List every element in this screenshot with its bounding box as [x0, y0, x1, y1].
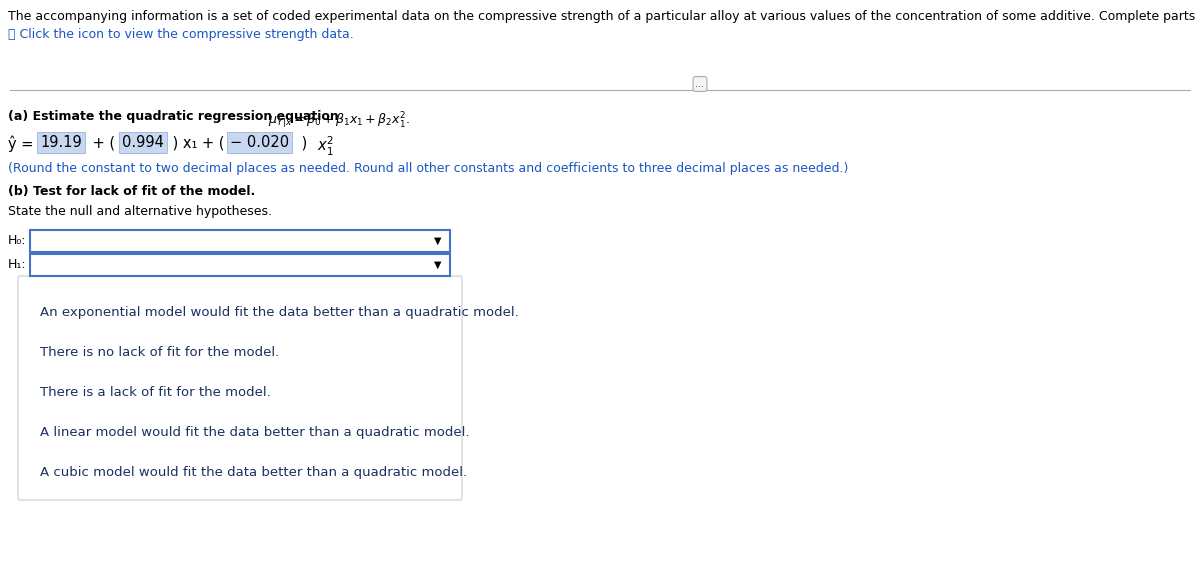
Text: ...: ... [696, 79, 704, 89]
Text: (Round the constant to two decimal places as needed. Round all other constants a: (Round the constant to two decimal place… [8, 162, 848, 175]
Text: There is a lack of fit for the model.: There is a lack of fit for the model. [40, 386, 271, 399]
Text: ): ) [298, 135, 312, 150]
Text: There is no lack of fit for the model.: There is no lack of fit for the model. [40, 346, 280, 359]
Text: − 0.020: − 0.020 [230, 135, 289, 150]
Text: State the null and alternative hypotheses.: State the null and alternative hypothese… [8, 205, 272, 218]
Text: $x_1^2$: $x_1^2$ [317, 135, 334, 158]
Text: A linear model would fit the data better than a quadratic model.: A linear model would fit the data better… [40, 426, 469, 439]
Text: The accompanying information is a set of coded experimental data on the compress: The accompanying information is a set of… [8, 10, 1200, 23]
Text: ▼: ▼ [434, 236, 442, 246]
Text: 19.19: 19.19 [40, 135, 82, 150]
Text: (a) Estimate the quadratic regression equation: (a) Estimate the quadratic regression eq… [8, 110, 338, 123]
Text: + (: + ( [88, 135, 120, 150]
Text: H₀:: H₀: [8, 234, 26, 247]
FancyBboxPatch shape [18, 276, 462, 500]
Text: $\mu_{Y|x} = \beta_0 + \beta_1 x_1 + \beta_2 x_1^2$.: $\mu_{Y|x} = \beta_0 + \beta_1 x_1 + \be… [265, 110, 410, 131]
Text: ⬛ Click the icon to view the compressive strength data.: ⬛ Click the icon to view the compressive… [8, 28, 354, 41]
Text: (b) Test for lack of fit of the model.: (b) Test for lack of fit of the model. [8, 185, 256, 198]
Text: ŷ =: ŷ = [8, 135, 38, 152]
Text: ) x₁ + (: ) x₁ + ( [168, 135, 229, 150]
Text: ▼: ▼ [434, 260, 442, 270]
FancyBboxPatch shape [30, 230, 450, 252]
FancyBboxPatch shape [30, 254, 450, 276]
Text: 0.994: 0.994 [122, 135, 164, 150]
Text: An exponential model would fit the data better than a quadratic model.: An exponential model would fit the data … [40, 306, 518, 319]
Text: A cubic model would fit the data better than a quadratic model.: A cubic model would fit the data better … [40, 466, 467, 479]
Text: H₁:: H₁: [8, 258, 26, 271]
